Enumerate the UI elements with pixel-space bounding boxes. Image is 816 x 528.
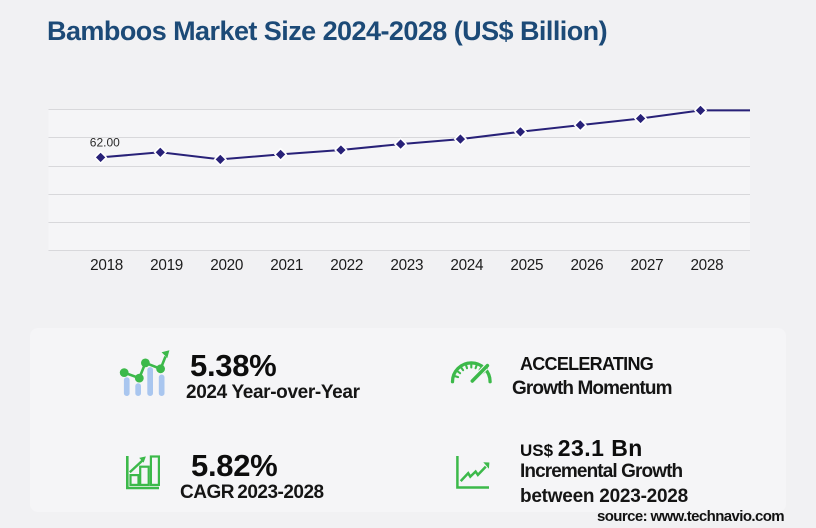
svg-text:62.00: 62.00: [90, 136, 120, 150]
svg-text:2028: 2028: [690, 257, 723, 274]
svg-text:2020: 2020: [210, 257, 243, 274]
svg-text:2023: 2023: [390, 257, 423, 274]
svg-text:2026: 2026: [570, 257, 603, 274]
svg-text:2025: 2025: [510, 257, 543, 274]
svg-text:2021: 2021: [270, 257, 303, 274]
svg-text:2022: 2022: [330, 257, 363, 274]
svg-text:2018: 2018: [90, 257, 123, 274]
svg-text:2027: 2027: [630, 257, 663, 274]
svg-text:2019: 2019: [150, 257, 183, 274]
svg-text:2024: 2024: [450, 257, 484, 274]
